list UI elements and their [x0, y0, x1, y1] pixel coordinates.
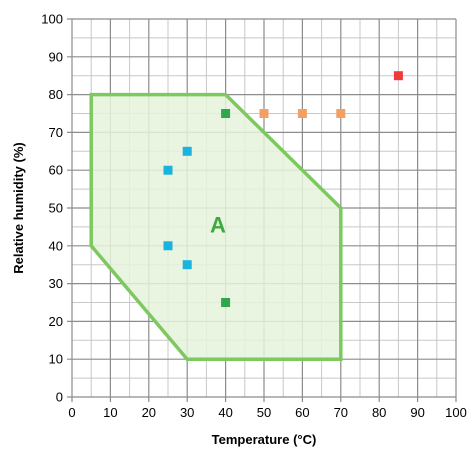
x-tick-label: 100 — [445, 405, 467, 420]
data-point — [182, 260, 192, 270]
x-tick-label: 30 — [180, 405, 194, 420]
data-point — [393, 71, 403, 81]
x-tick-label: 10 — [103, 405, 117, 420]
y-tick-labels: 0 10 20 30 40 50 60 70 80 90 100 — [41, 12, 63, 405]
data-point — [163, 165, 173, 175]
data-point — [221, 298, 231, 307]
data-points — [163, 71, 403, 307]
region-layer: A — [89, 92, 343, 361]
data-point — [297, 109, 307, 118]
y-tick-label: 40 — [49, 238, 63, 253]
y-tick-label: 100 — [41, 12, 63, 27]
region-a-label: A — [210, 213, 226, 238]
x-tick-label: 50 — [257, 405, 271, 420]
x-tick-label: 60 — [295, 405, 309, 420]
x-tick-label: 80 — [372, 405, 386, 420]
data-point — [163, 241, 173, 251]
y-tick-label: 30 — [49, 276, 63, 291]
data-point — [259, 109, 269, 118]
x-tick-label: 40 — [218, 405, 232, 420]
x-tick-label: 90 — [410, 405, 424, 420]
y-tick-label: 70 — [49, 125, 63, 140]
data-point — [221, 109, 231, 118]
x-tick-label: 0 — [68, 405, 75, 420]
y-tick-label: 60 — [49, 163, 63, 178]
data-point — [182, 146, 192, 156]
y-tick-label: 20 — [49, 314, 63, 329]
y-tick-label: 90 — [49, 49, 63, 64]
data-point — [336, 109, 346, 118]
y-axis-title: Relative humidity (%) — [11, 142, 26, 273]
region-a-polygon — [89, 92, 343, 361]
x-axis-title: Temperature (°C) — [212, 432, 317, 447]
y-tick-label: 0 — [56, 390, 63, 405]
x-tick-labels: 0 10 20 30 40 50 60 70 80 90 100 — [68, 405, 466, 420]
y-tick-label: 10 — [49, 352, 63, 367]
y-tick-label: 80 — [49, 87, 63, 102]
y-tick-label: 50 — [49, 201, 63, 216]
x-tick-label: 70 — [334, 405, 348, 420]
x-tick-label: 20 — [142, 405, 156, 420]
